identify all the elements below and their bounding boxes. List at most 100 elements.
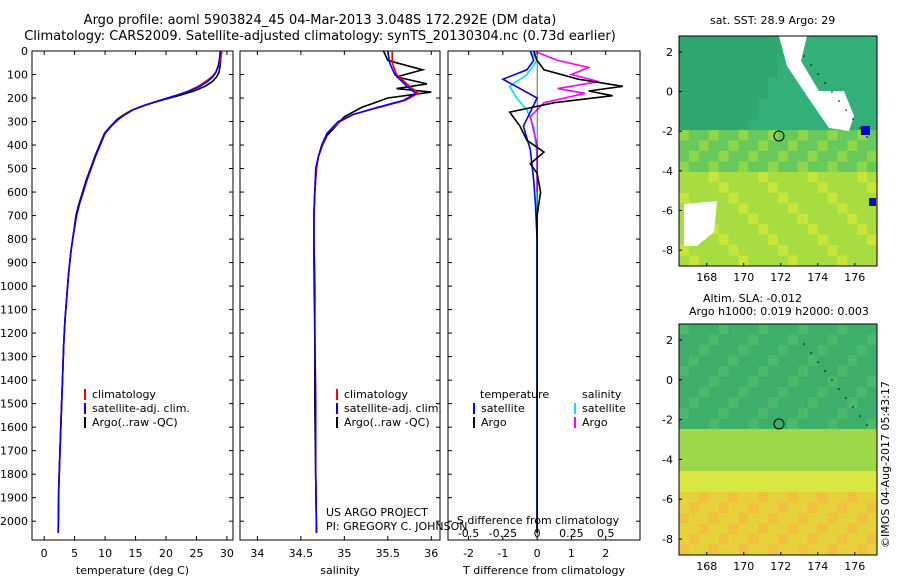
sst-map-cell — [768, 224, 779, 236]
sla-map-cell — [847, 481, 858, 493]
sla-map-cell — [738, 429, 749, 440]
sla-map-cell — [817, 439, 828, 451]
sst-map-cell — [807, 203, 819, 215]
sst-map-cell — [688, 130, 700, 142]
sla-map-cell — [817, 492, 828, 503]
sla-map-cell — [797, 523, 809, 535]
sla-map-cell — [807, 513, 819, 524]
sst-map-cell — [817, 182, 828, 194]
sst-map-cell — [708, 171, 720, 183]
sst-map-cell — [679, 36, 690, 47]
sla-map-cell — [768, 429, 779, 440]
sla-map-cell — [748, 481, 759, 493]
sla-map-cell — [797, 376, 809, 388]
sla-map-cell — [738, 324, 749, 335]
sst-map-cell — [768, 140, 779, 152]
sst-map-cell — [718, 203, 729, 215]
island-dot — [845, 397, 847, 399]
sla-map-cell — [787, 408, 799, 419]
sst-map-cell — [867, 245, 878, 257]
sla-map-cell — [679, 324, 690, 335]
sst-map-cell — [688, 88, 700, 100]
sst-map-cell — [718, 182, 729, 194]
sla-map-cell — [758, 523, 769, 535]
sst-map-cell — [768, 119, 779, 131]
sst-map-cell — [758, 213, 769, 225]
sst-map-cell — [738, 119, 749, 131]
legend-label: Argo(..raw -QC) — [344, 416, 430, 429]
sst-map-cell — [778, 255, 789, 267]
sst-map-cell — [748, 67, 759, 79]
sla-map-cell — [787, 324, 799, 335]
sla-map-cell — [827, 355, 838, 367]
sla-map-cell — [679, 429, 690, 440]
sla-map-cell — [837, 408, 848, 419]
sla-map-cell — [688, 324, 700, 335]
map-y-tick-label: -6 — [662, 204, 673, 217]
sla-map-cell — [718, 345, 729, 356]
sst-map-cell — [837, 36, 848, 47]
x-axis-label: temperature (deg C) — [76, 564, 189, 577]
sla-map-cell — [698, 471, 710, 482]
sla-map-cell — [688, 345, 700, 356]
sla-map-cell — [708, 397, 720, 409]
sst-map-cell — [679, 46, 690, 58]
sst-map-cell — [837, 67, 848, 79]
sla-map-cell — [758, 376, 769, 388]
sla-map-cell — [807, 366, 819, 377]
sla-map-cell — [748, 450, 759, 461]
sla-map-cell — [817, 376, 828, 388]
sst-map-cell — [708, 56, 720, 68]
sla-map-cell — [857, 481, 868, 493]
sst-map-cell — [768, 67, 779, 79]
sla-map-cell — [718, 376, 729, 388]
sla-map-cell — [787, 481, 799, 493]
sst-map-float-marker — [773, 130, 785, 142]
sst-map-cell — [768, 192, 779, 204]
sla-map-cell — [688, 492, 700, 503]
sla-map-cell — [738, 471, 749, 482]
sla-map-cell — [698, 418, 710, 430]
sla-map-cell — [807, 439, 819, 451]
sst-map-cell — [718, 255, 729, 267]
sst-map-cell — [847, 161, 858, 173]
sla-map-cell — [728, 366, 739, 377]
x-tick-label: 36 — [424, 547, 438, 560]
sla-map-cell — [827, 397, 838, 409]
sst-map-cell — [807, 234, 819, 246]
sla-map-cell — [867, 345, 878, 356]
x-tick-label: -1 — [497, 547, 508, 560]
sla-map-cell — [867, 355, 878, 367]
sla-map-cell — [827, 366, 838, 377]
sst-map-cell — [688, 140, 700, 152]
sst-map-cell — [688, 171, 700, 183]
sla-map-cell — [837, 513, 848, 524]
sst-map-cell — [817, 255, 828, 267]
sla-map-cell — [718, 355, 729, 367]
legend-header-salinity: salinity — [582, 388, 622, 401]
sla-map-cell — [688, 481, 700, 493]
sst-map-cell — [867, 36, 878, 47]
sla-map-cell — [827, 544, 838, 556]
sla-map-cell — [679, 481, 690, 493]
sst-map-cell — [797, 161, 809, 173]
sla-map-cell — [817, 450, 828, 461]
sst-map-cell — [797, 171, 809, 183]
pi-label: PI: GREGORY C. JOHNSON — [326, 520, 467, 533]
sla-map-cell — [867, 387, 878, 398]
sst-map-cell — [847, 255, 858, 267]
sla-map-cell — [708, 481, 720, 493]
sla-map-cell — [827, 387, 838, 398]
sst-map-cell — [778, 77, 789, 89]
sla-map-cell — [768, 544, 779, 556]
sla-map-cell — [797, 460, 809, 472]
sst-map-cell — [817, 161, 828, 173]
sst-map-cell — [827, 130, 838, 142]
sla-map-cell — [698, 429, 710, 440]
sla-map-cell — [778, 460, 789, 472]
sla-map-cell — [797, 492, 809, 503]
sst-map-cell — [688, 46, 700, 58]
sst-map-cell — [748, 98, 759, 110]
sst-map-cell — [787, 182, 799, 194]
sst-map-cell — [718, 98, 729, 110]
